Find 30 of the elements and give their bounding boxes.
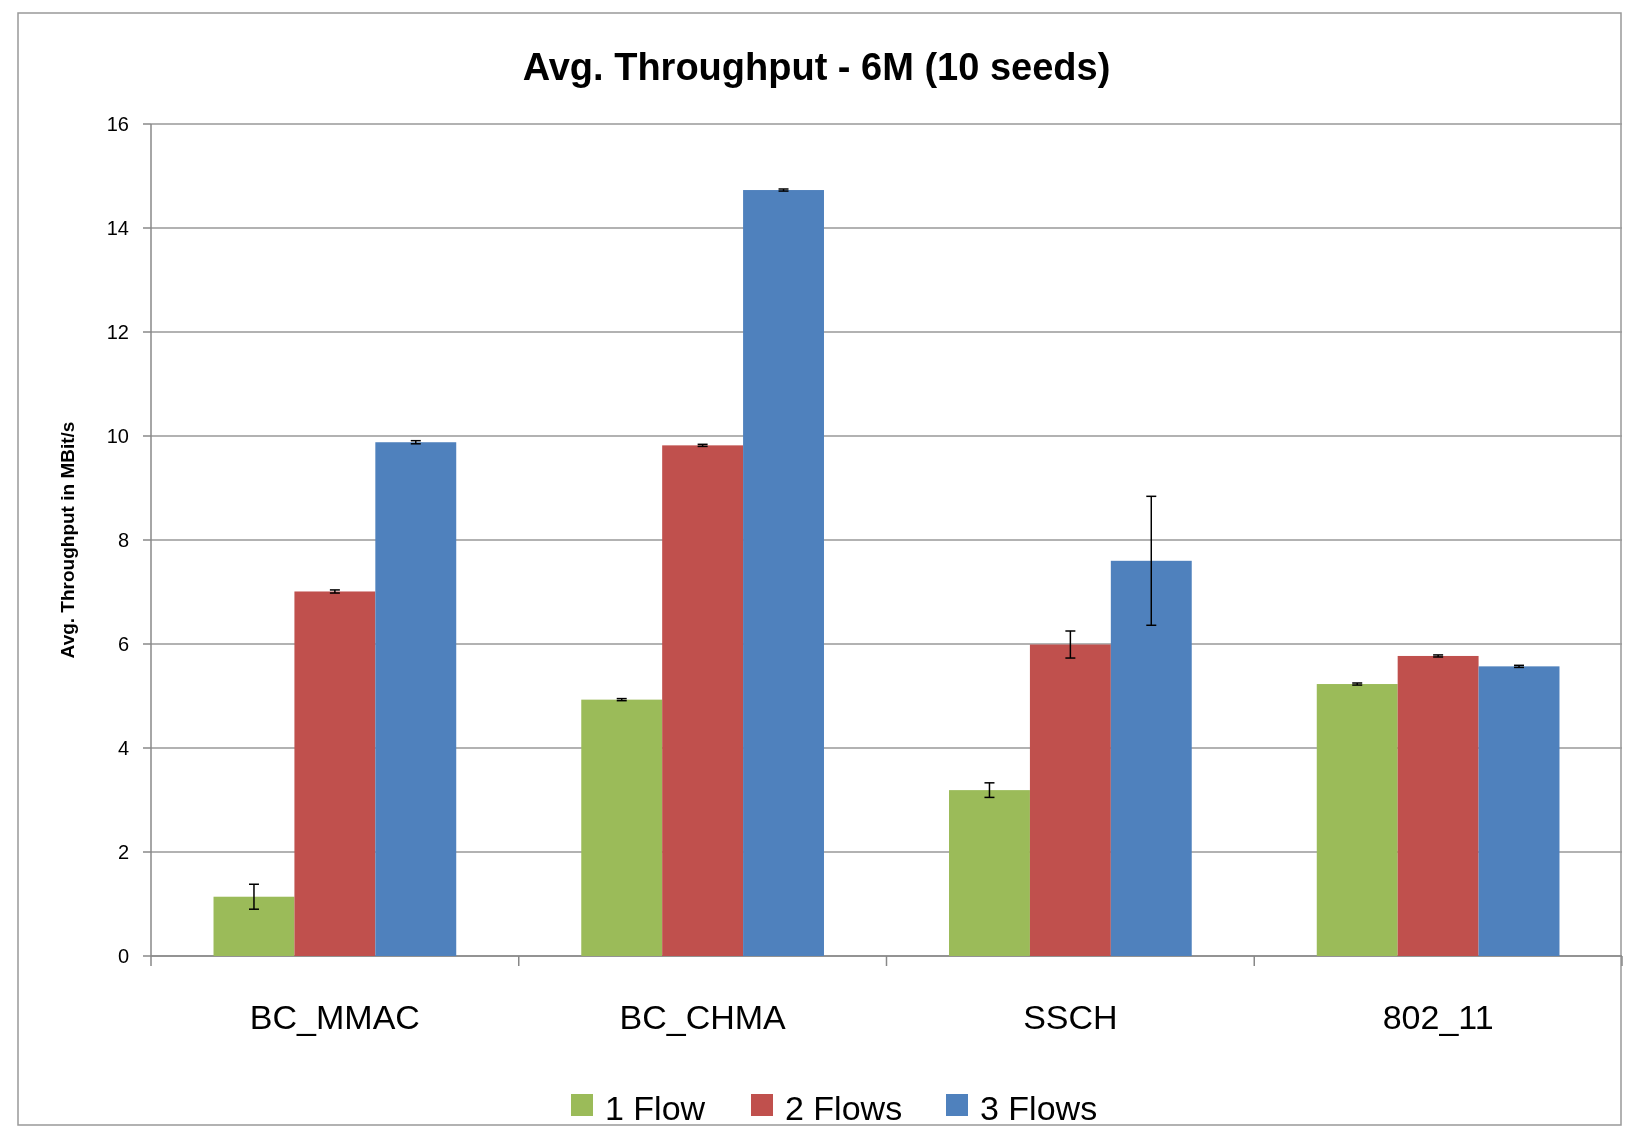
bar bbox=[1029, 644, 1111, 956]
y-tick-label: 0 bbox=[117, 945, 129, 967]
y-tick-label: 6 bbox=[117, 633, 129, 655]
y-tick-label: 4 bbox=[117, 737, 129, 759]
x-tick-label: BC_CHMA bbox=[619, 998, 787, 1036]
bar bbox=[949, 790, 1030, 956]
chart-title: Avg. Throughput - 6M (10 seeds) bbox=[522, 46, 1111, 88]
bar bbox=[1316, 684, 1398, 956]
bar bbox=[213, 896, 295, 956]
bar bbox=[581, 699, 663, 956]
x-tick-label: 802_11 bbox=[1382, 998, 1494, 1036]
y-axis-title: Avg. Throughput in MBit/s bbox=[57, 421, 78, 659]
x-tick-label: BC_MMAC bbox=[249, 998, 420, 1036]
bar bbox=[743, 190, 824, 956]
x-tick-label: SSCH bbox=[1023, 998, 1118, 1036]
bar bbox=[1478, 666, 1560, 956]
y-tick-label: 12 bbox=[106, 321, 129, 343]
y-tick-label: 14 bbox=[106, 217, 129, 239]
bar bbox=[1110, 560, 1192, 956]
y-tick-label: 16 bbox=[106, 113, 129, 135]
bar bbox=[375, 442, 457, 956]
legend-label: 2 Flows bbox=[785, 1089, 903, 1127]
legend-label: 1 Flow bbox=[605, 1089, 706, 1127]
legend-label: 3 Flows bbox=[980, 1089, 1098, 1127]
y-tick-label: 10 bbox=[106, 425, 129, 447]
bar bbox=[294, 591, 376, 956]
y-tick-label: 8 bbox=[117, 529, 129, 551]
bar bbox=[662, 445, 744, 956]
bar bbox=[1397, 655, 1479, 956]
y-tick-label: 2 bbox=[117, 841, 129, 863]
